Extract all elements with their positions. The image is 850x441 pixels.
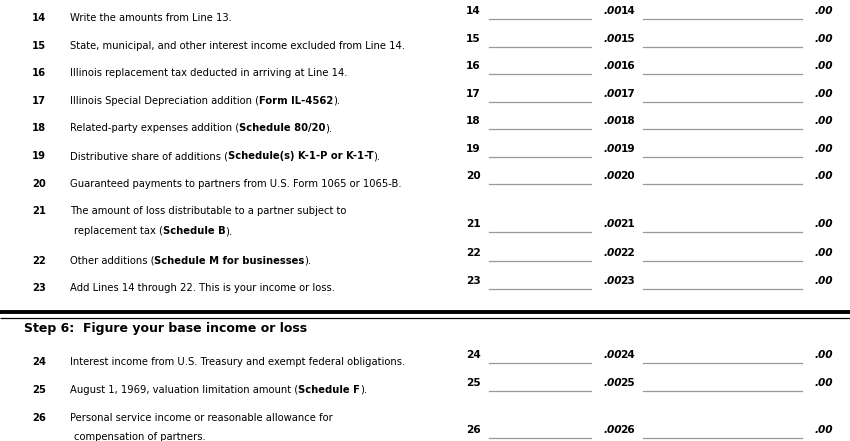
Text: 18: 18 bbox=[32, 123, 47, 134]
Text: 26: 26 bbox=[466, 425, 480, 435]
Text: ).: ). bbox=[373, 151, 381, 161]
Text: 15: 15 bbox=[466, 34, 480, 44]
Text: .00: .00 bbox=[814, 172, 833, 181]
Text: Guaranteed payments to partners from U.S. Form 1065 or 1065-B.: Guaranteed payments to partners from U.S… bbox=[70, 179, 401, 189]
Text: .00: .00 bbox=[814, 350, 833, 360]
Text: .00: .00 bbox=[814, 378, 833, 388]
Text: Illinois Special Depreciation addition (: Illinois Special Depreciation addition ( bbox=[70, 96, 258, 106]
Text: .00: .00 bbox=[604, 276, 622, 286]
Text: Schedule(s) K-1-P or K-1-T: Schedule(s) K-1-P or K-1-T bbox=[228, 151, 373, 161]
Text: .00: .00 bbox=[814, 116, 833, 126]
Text: .00: .00 bbox=[604, 61, 622, 71]
Text: .00: .00 bbox=[604, 116, 622, 126]
Text: 23: 23 bbox=[466, 276, 480, 286]
Text: 24: 24 bbox=[620, 350, 635, 360]
Text: 23: 23 bbox=[32, 283, 46, 293]
Text: Schedule 80/20: Schedule 80/20 bbox=[239, 123, 326, 134]
Text: .00: .00 bbox=[604, 89, 622, 99]
Text: .00: .00 bbox=[604, 425, 622, 435]
Text: Form IL-4562: Form IL-4562 bbox=[258, 96, 333, 106]
Text: ).: ). bbox=[360, 385, 367, 395]
Text: 17: 17 bbox=[466, 89, 480, 99]
Text: Schedule B: Schedule B bbox=[163, 226, 225, 236]
Text: 21: 21 bbox=[32, 206, 46, 216]
Text: ).: ). bbox=[333, 96, 340, 106]
Text: 18: 18 bbox=[620, 116, 635, 126]
Text: 22: 22 bbox=[32, 256, 46, 265]
Text: 15: 15 bbox=[32, 41, 47, 51]
Text: 16: 16 bbox=[466, 61, 480, 71]
Text: .00: .00 bbox=[814, 248, 833, 258]
Text: .00: .00 bbox=[814, 219, 833, 229]
Text: replacement tax (: replacement tax ( bbox=[74, 226, 163, 236]
Text: 16: 16 bbox=[620, 61, 635, 71]
Text: Related-party expenses addition (: Related-party expenses addition ( bbox=[70, 123, 239, 134]
Text: .00: .00 bbox=[814, 276, 833, 286]
Text: August 1, 1969, valuation limitation amount (: August 1, 1969, valuation limitation amo… bbox=[70, 385, 297, 395]
Text: ).: ). bbox=[326, 123, 332, 134]
Text: 15: 15 bbox=[620, 34, 635, 44]
Text: .00: .00 bbox=[604, 248, 622, 258]
Text: compensation of partners.: compensation of partners. bbox=[74, 432, 206, 441]
Text: 17: 17 bbox=[32, 96, 46, 106]
Text: 20: 20 bbox=[32, 179, 46, 189]
Text: Schedule F: Schedule F bbox=[298, 385, 360, 395]
Text: Distributive share of additions (: Distributive share of additions ( bbox=[70, 151, 228, 161]
Text: .00: .00 bbox=[604, 34, 622, 44]
Text: 21: 21 bbox=[620, 219, 635, 229]
Text: 21: 21 bbox=[466, 219, 480, 229]
Text: .00: .00 bbox=[814, 144, 833, 154]
Text: 14: 14 bbox=[620, 6, 635, 16]
Text: 14: 14 bbox=[466, 6, 480, 16]
Text: 24: 24 bbox=[32, 357, 46, 367]
Text: 24: 24 bbox=[466, 350, 480, 360]
Text: Other additions (: Other additions ( bbox=[70, 256, 154, 265]
Text: ).: ). bbox=[225, 226, 233, 236]
Text: .00: .00 bbox=[814, 6, 833, 16]
Text: 19: 19 bbox=[620, 144, 635, 154]
Text: .00: .00 bbox=[604, 219, 622, 229]
Text: Add Lines 14 through 22. This is your income or loss.: Add Lines 14 through 22. This is your in… bbox=[70, 283, 335, 293]
Text: .00: .00 bbox=[604, 172, 622, 181]
Text: .00: .00 bbox=[814, 61, 833, 71]
Text: .00: .00 bbox=[814, 34, 833, 44]
Text: 22: 22 bbox=[466, 248, 480, 258]
Text: .00: .00 bbox=[814, 89, 833, 99]
Text: 17: 17 bbox=[620, 89, 635, 99]
Text: 22: 22 bbox=[620, 248, 635, 258]
Text: .00: .00 bbox=[814, 425, 833, 435]
Text: Personal service income or reasonable allowance for: Personal service income or reasonable al… bbox=[70, 413, 332, 422]
Text: State, municipal, and other interest income excluded from Line 14.: State, municipal, and other interest inc… bbox=[70, 41, 405, 51]
Text: 18: 18 bbox=[466, 116, 480, 126]
Text: 26: 26 bbox=[32, 413, 46, 422]
Text: .00: .00 bbox=[604, 378, 622, 388]
Text: .00: .00 bbox=[604, 144, 622, 154]
Text: 20: 20 bbox=[466, 172, 480, 181]
Text: .00: .00 bbox=[604, 6, 622, 16]
Text: ).: ). bbox=[304, 256, 312, 265]
Text: 16: 16 bbox=[32, 68, 47, 78]
Text: The amount of loss distributable to a partner subject to: The amount of loss distributable to a pa… bbox=[70, 206, 346, 216]
Text: Step 6:  Figure your base income or loss: Step 6: Figure your base income or loss bbox=[24, 322, 307, 335]
Text: 14: 14 bbox=[32, 13, 47, 23]
Text: 25: 25 bbox=[620, 378, 635, 388]
Text: 20: 20 bbox=[620, 172, 635, 181]
Text: Illinois replacement tax deducted in arriving at Line 14.: Illinois replacement tax deducted in arr… bbox=[70, 68, 347, 78]
Text: Interest income from U.S. Treasury and exempt federal obligations.: Interest income from U.S. Treasury and e… bbox=[70, 357, 405, 367]
Text: .00: .00 bbox=[604, 350, 622, 360]
Text: 26: 26 bbox=[620, 425, 635, 435]
Text: 19: 19 bbox=[466, 144, 480, 154]
Text: Schedule M for businesses: Schedule M for businesses bbox=[154, 256, 304, 265]
Text: 19: 19 bbox=[32, 151, 46, 161]
Text: 25: 25 bbox=[466, 378, 480, 388]
Text: 23: 23 bbox=[620, 276, 635, 286]
Text: Write the amounts from Line 13.: Write the amounts from Line 13. bbox=[70, 13, 231, 23]
Text: 25: 25 bbox=[32, 385, 46, 395]
